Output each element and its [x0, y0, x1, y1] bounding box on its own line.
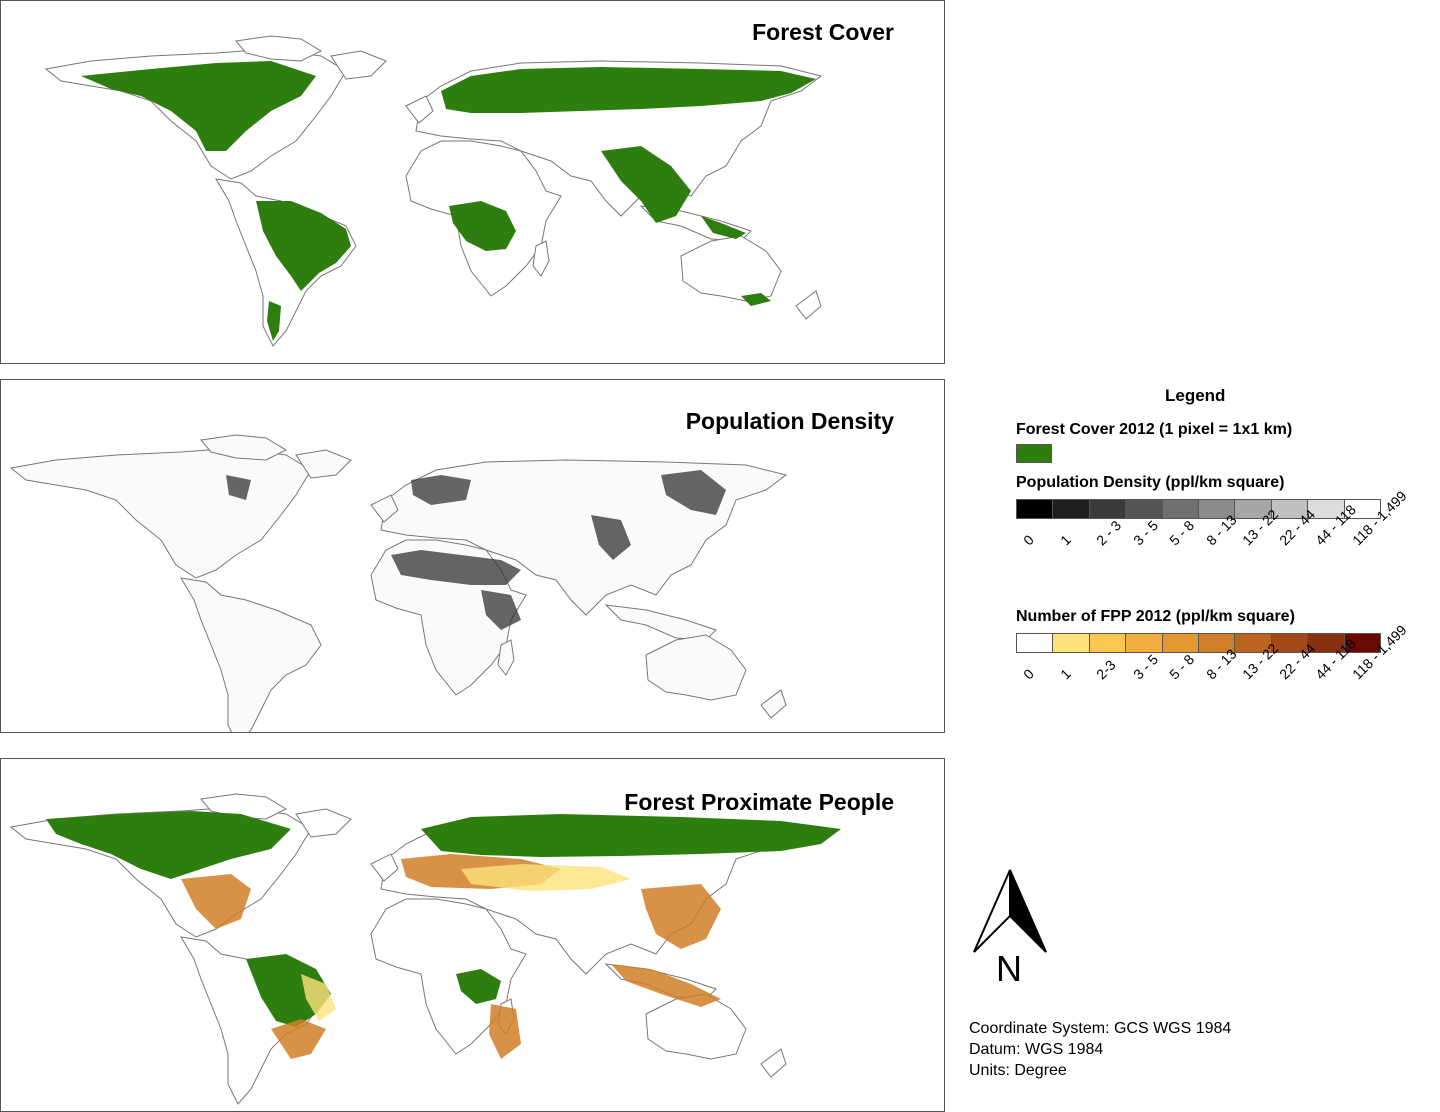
forest-cover-map-panel: Forest Cover	[0, 0, 945, 364]
fpp-swatch-4	[1162, 634, 1200, 652]
fpp-swatch-3	[1126, 634, 1163, 652]
density-class-label-3: 3 - 5	[1129, 517, 1161, 549]
forest-cover-map	[45, 35, 822, 347]
fpp-class-label-4: 5 - 8	[1166, 651, 1198, 683]
fpp-swatch-1	[1053, 634, 1090, 652]
population-density-map-panel: Population Density	[0, 379, 945, 733]
density-swatch-5	[1199, 500, 1236, 518]
forest-proximate-people-map-panel: Forest Proximate People	[0, 758, 945, 1112]
density-swatch-3	[1126, 500, 1163, 518]
panel-title-forest-cover: Forest Cover	[752, 19, 894, 45]
density-swatch-9	[1344, 500, 1381, 518]
north-letter: N	[996, 948, 1022, 989]
density-swatch-6	[1235, 500, 1272, 518]
density-class-label-2: 2 - 3	[1093, 517, 1125, 549]
population-density-color-ramp	[1016, 499, 1381, 519]
forest-cover-swatch	[1016, 444, 1052, 463]
fpp-legend-label: Number of FPP 2012 (ppl/km square)	[1016, 608, 1295, 625]
density-class-label-0: 0	[1020, 531, 1037, 549]
north-arrow-icon	[973, 869, 1047, 953]
forest-areas	[81, 61, 816, 341]
datum-note: Datum: WGS 1984	[969, 1041, 1104, 1058]
dense-population-areas	[226, 470, 726, 630]
population-density-map	[10, 434, 787, 732]
fpp-swatch-5	[1199, 634, 1236, 652]
density-swatch-1	[1053, 500, 1090, 518]
fpp-swatch-8	[1308, 634, 1345, 652]
fpp-class-label-2: 2-3	[1093, 656, 1119, 683]
fpp-swatch-9	[1344, 634, 1381, 652]
fpp-swatch-6	[1235, 634, 1272, 652]
density-swatch-7	[1271, 500, 1309, 518]
units-note: Units: Degree	[969, 1062, 1067, 1079]
fpp-class-label-1: 1	[1056, 665, 1074, 683]
fpp-swatch-2	[1089, 634, 1127, 652]
panel-title-forest-proximate-people: Forest Proximate People	[624, 789, 894, 815]
density-class-label-1: 1	[1056, 531, 1074, 549]
legend-title: Legend	[1165, 386, 1226, 405]
density-class-label-4: 5 - 8	[1166, 517, 1198, 549]
forest-areas	[46, 811, 841, 1027]
fpp-class-label-3: 3 - 5	[1129, 651, 1161, 683]
density-swatch-8	[1308, 500, 1345, 518]
coordinate-system-note: Coordinate System: GCS WGS 1984	[969, 1020, 1232, 1037]
fpp-class-label-0: 0	[1020, 665, 1037, 683]
forest-proximate-people-map	[10, 793, 841, 1105]
population-density-legend-label: Population Density (ppl/km square)	[1016, 474, 1285, 491]
fpp-color-ramp	[1016, 633, 1381, 653]
fpp-swatch-0	[1017, 634, 1054, 652]
density-swatch-0	[1017, 500, 1054, 518]
density-swatch-4	[1162, 500, 1200, 518]
density-swatch-2	[1089, 500, 1127, 518]
map-notes: Coordinate System: GCS WGS 1984 Datum: W…	[969, 1018, 1231, 1081]
panel-title-population-density: Population Density	[685, 408, 894, 434]
low-fpp-areas	[301, 864, 631, 1021]
fpp-swatch-7	[1271, 634, 1309, 652]
forest-cover-legend-label: Forest Cover 2012 (1 pixel = 1x1 km)	[1016, 421, 1293, 438]
